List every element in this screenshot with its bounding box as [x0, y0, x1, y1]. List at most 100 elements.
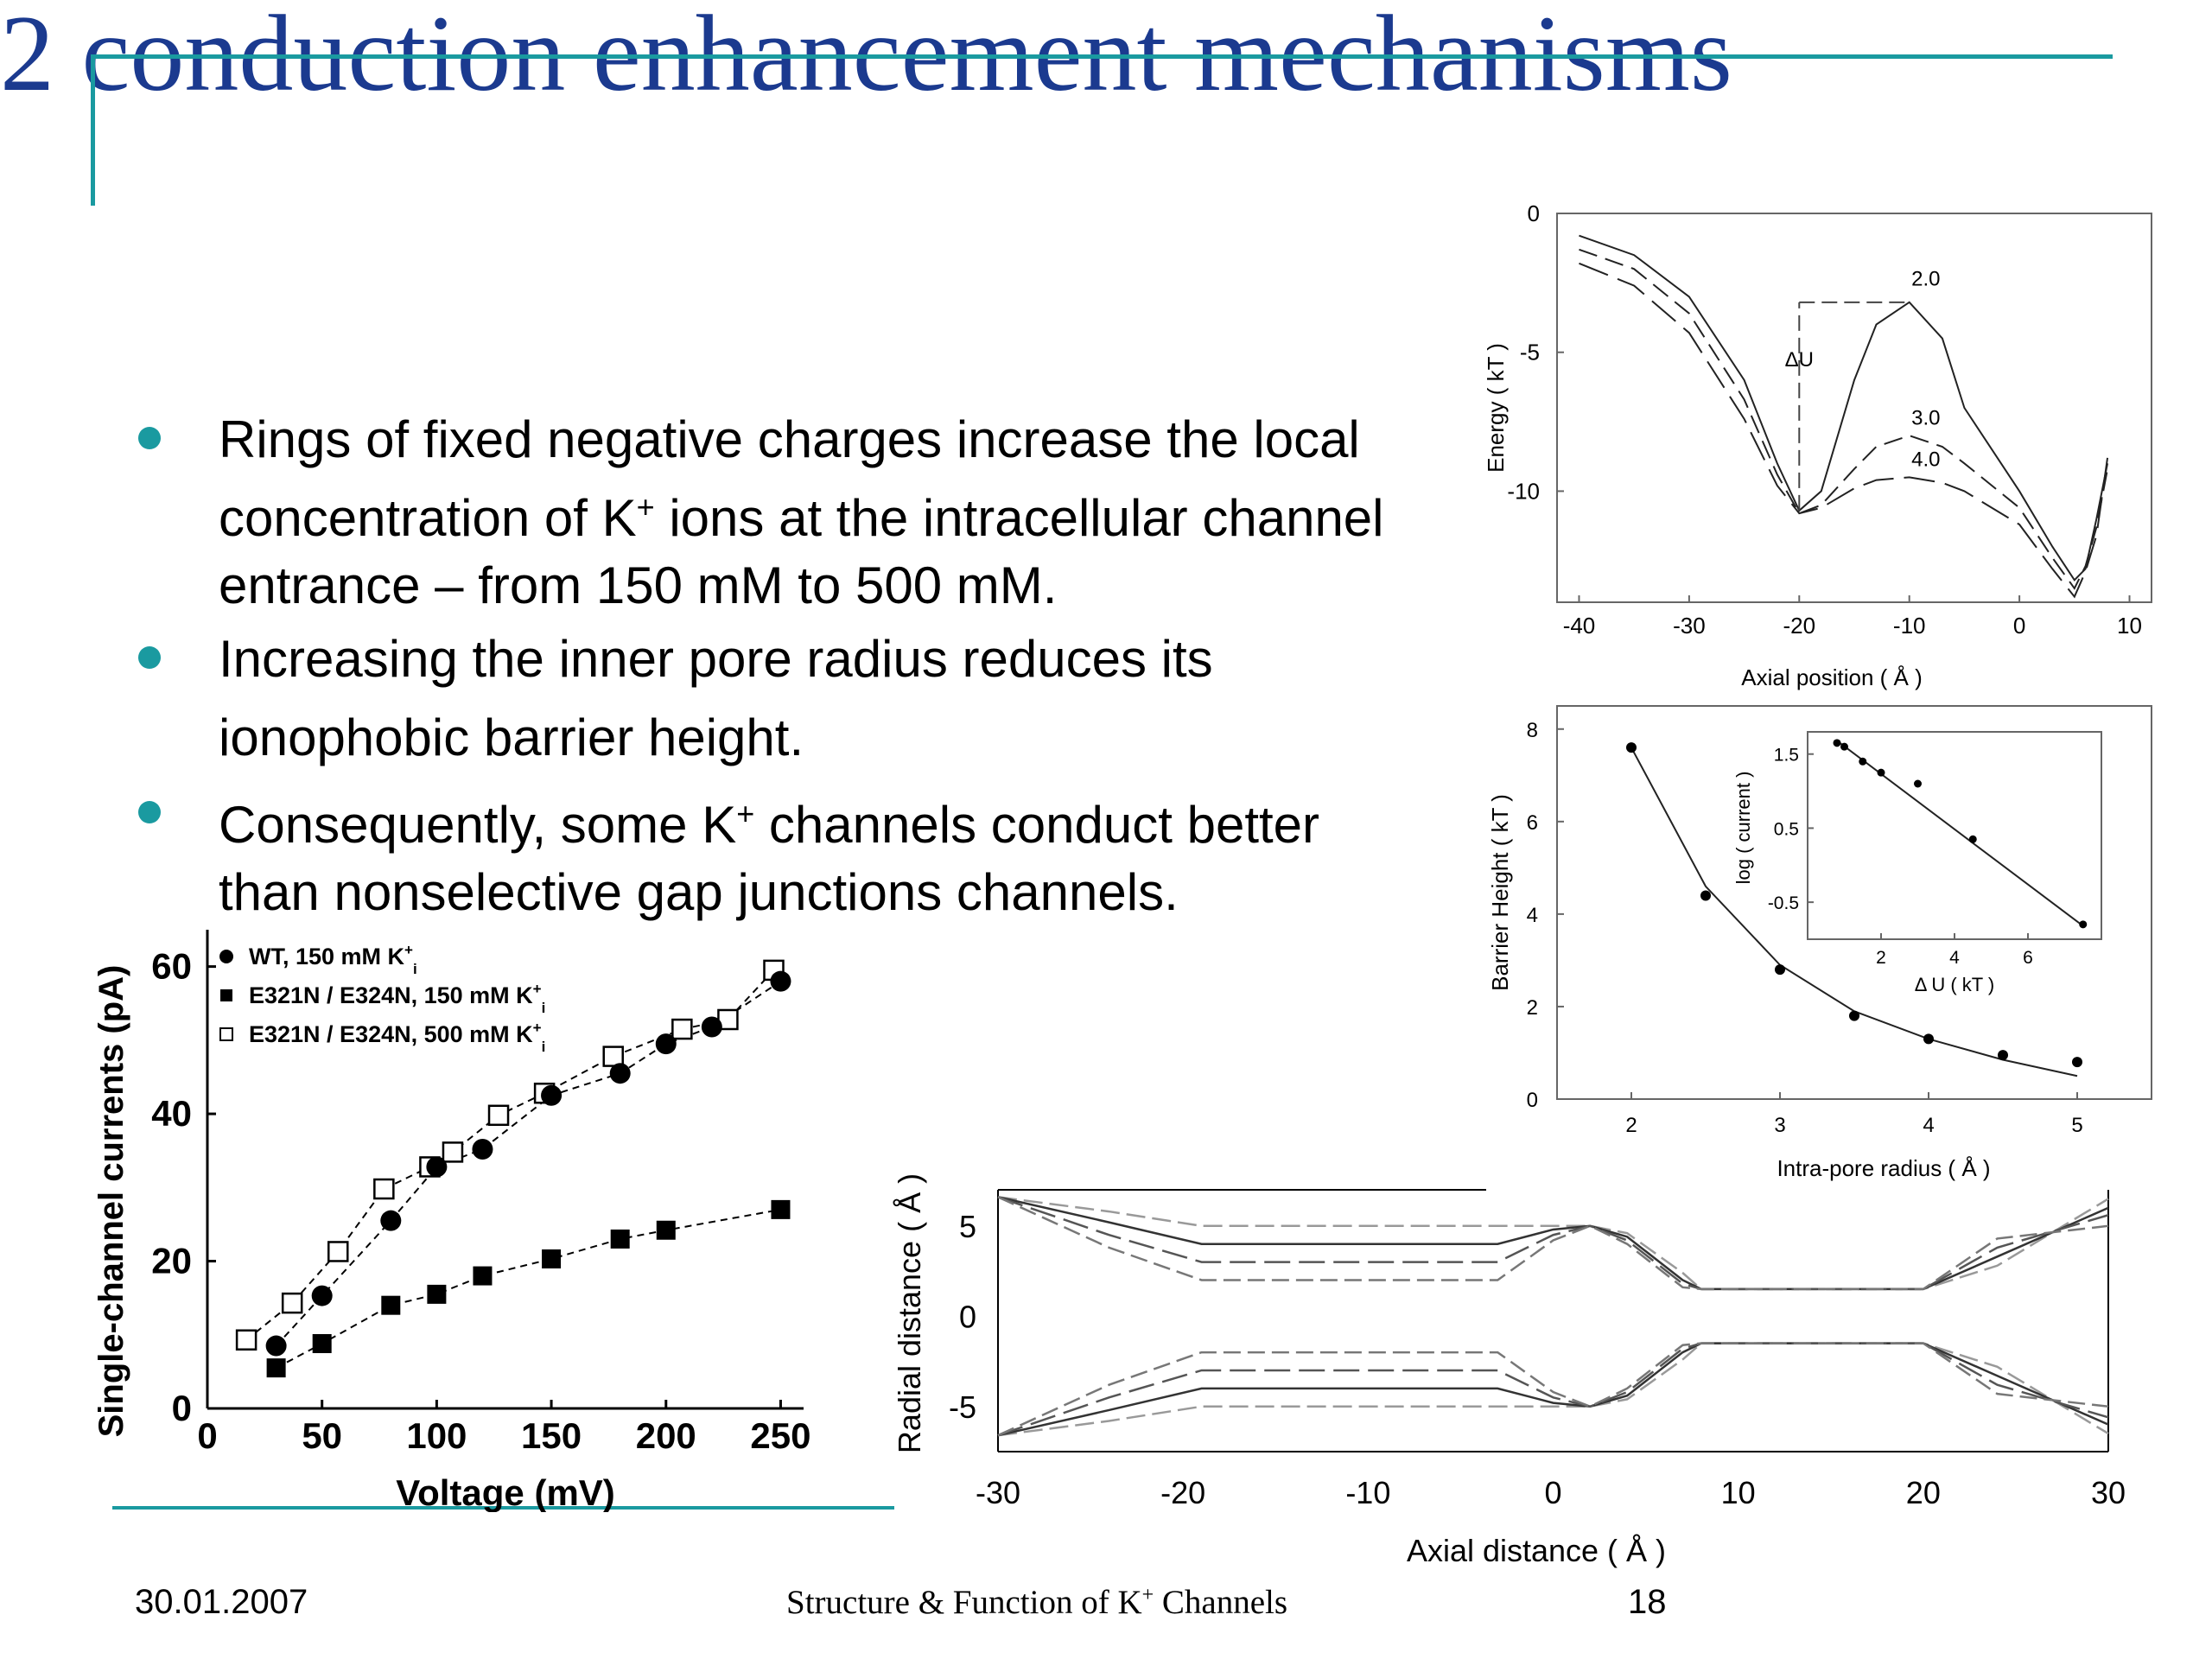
data-point-mut500: [373, 1178, 395, 1200]
radial-y-tick-label: 0: [959, 1299, 976, 1334]
currents-x-tick-label: 50: [302, 1415, 342, 1456]
legend-label-wt: WT, 150 mM K+i: [249, 942, 417, 977]
data-point-mut500: [281, 1292, 303, 1314]
energy-y-tick-label: -10: [1507, 478, 1540, 504]
inset-data-point: [1859, 757, 1867, 766]
inset-data-point: [2079, 920, 2088, 929]
radial-ylabel: Radial distance ( Å ): [892, 1173, 927, 1453]
footer-page-number: 18: [1628, 1583, 1667, 1621]
bullet-text: Consequently, some K+ channels conduct b…: [219, 796, 1320, 921]
data-point-wt: [609, 1063, 631, 1084]
footer-date: 30.01.2007: [135, 1583, 308, 1621]
legend-marker-wt: [219, 950, 233, 963]
data-point-wt: [541, 1084, 563, 1106]
data-point-mut150: [312, 1333, 332, 1353]
barrier-x-tick-label: 5: [2071, 1114, 2082, 1137]
radial-x-tick-label: -20: [1160, 1475, 1205, 1510]
inset-data-point: [1833, 739, 1841, 747]
data-point-mut500: [671, 1018, 693, 1040]
barrier-xlabel: Intra-pore radius ( Å ): [1777, 1155, 1990, 1181]
data-point-mut150: [266, 1358, 286, 1378]
energy-x-tick-label: 10: [2117, 613, 2142, 639]
barrier-data-point: [1849, 1010, 1859, 1021]
data-point-wt: [311, 1285, 333, 1306]
energy-chart: -40 -30 -20 -10 0 10 0 -5 -10 ΔU 2.0 3.0 4.0 Axial p…: [1483, 200, 2152, 690]
energy-plot-frame: [1556, 213, 2152, 603]
energy-y-tick-label: 0: [1528, 200, 1540, 226]
barrier-data-point: [2072, 1057, 2082, 1068]
radial-x-tick-label: 30: [2091, 1475, 2126, 1510]
barrier-data-point: [1775, 964, 1785, 976]
currents-x-tick-label: 0: [197, 1415, 217, 1456]
barrier-y-tick-label: 0: [1527, 1089, 1538, 1112]
energy-series-line-2: [1579, 262, 2109, 599]
currents-y-tick-label: 40: [151, 1093, 192, 1134]
data-point-mut150: [610, 1229, 630, 1249]
barrier-y-tick-label: 2: [1527, 996, 1538, 1020]
energy-series-line-0: [1579, 234, 2109, 582]
title-frame-top-line: [91, 54, 2113, 59]
delta-u-annotation: ΔU: [1785, 348, 1814, 372]
title-frame-left-line: [91, 54, 95, 206]
currents-chart: 0 50 100 150 200 250 0 20 40 60 WT, 150 mM K+i E3…: [92, 930, 811, 1512]
barrier-chart: 2 3 4 5 0 2 4 6 8 2 4 6 1.5 0.5 -0.5 Intra-pore radiu…: [1487, 705, 2152, 1181]
barrier-data-point: [1923, 1033, 1934, 1045]
energy-y-tick-label: -5: [1520, 340, 1540, 365]
radial-x-tick-label: 10: [1721, 1475, 1756, 1510]
inset-x-tick-label: 6: [2023, 948, 2033, 968]
currents-ylabel: Single-channel currents (pA): [92, 965, 130, 1438]
bullet-item-1: Rings of fixed negative charges increase…: [138, 406, 1417, 620]
legend-marker-mut150: [220, 989, 232, 1001]
inset-y-tick-label: 1.5: [1774, 746, 1799, 766]
energy-ylabel: Energy ( kT ): [1483, 343, 1509, 473]
currents-x-tick-label: 200: [636, 1415, 696, 1456]
inset-xlabel: Δ U ( kT ): [1915, 974, 1995, 995]
curve-label-4-0: 4.0: [1911, 448, 1940, 472]
data-point-mut150: [427, 1284, 447, 1304]
legend-marker-mut500: [219, 1027, 233, 1041]
currents-y-tick-label: 20: [151, 1241, 192, 1281]
radial-profile-lower-3: [997, 1342, 2109, 1437]
currents-x-tick-label: 150: [521, 1415, 582, 1456]
barrier-y-tick-label: 6: [1527, 811, 1538, 835]
data-point-wt: [655, 1033, 677, 1055]
data-point-mut150: [656, 1220, 676, 1240]
data-point-wt: [426, 1156, 448, 1178]
radial-xlabel: Axial distance ( Å ): [1407, 1533, 1666, 1568]
radial-y-tick-label: 5: [959, 1209, 976, 1244]
inset-data-point: [1968, 835, 1977, 843]
fit-line-wt: [275, 980, 782, 1347]
radial-profile-lower-0: [997, 1342, 2109, 1437]
radial-chart: -30 -20 -10 0 10 20 30 5 0 -5 Axial distance ( Å …: [892, 1173, 2126, 1568]
data-point-wt: [472, 1138, 493, 1160]
inset-data-point: [1877, 768, 1885, 777]
radial-y-tick-label: -5: [949, 1389, 976, 1425]
radial-x-tick-label: 20: [1906, 1475, 1941, 1510]
barrier-plot-frame: [1556, 705, 2152, 1100]
data-point-wt: [770, 970, 791, 992]
data-point-mut500: [235, 1329, 257, 1351]
data-point-mut150: [473, 1266, 493, 1286]
barrier-data-point: [1998, 1050, 2008, 1061]
bullet-text: Rings of fixed negative charges increase…: [219, 410, 1384, 614]
inset-data-point: [1914, 779, 1922, 788]
data-point-mut150: [381, 1295, 401, 1315]
currents-xlabel: Voltage (mV): [396, 1472, 615, 1512]
footer-title: Structure & Function of K+ Channels: [786, 1584, 1288, 1621]
barrier-y-tick-label: 4: [1527, 904, 1538, 927]
slide-title: 2 conduction enhancement mechanisms: [0, 0, 1732, 114]
legend-label-mut150: E321N / E324N, 150 mM K+i: [249, 981, 545, 1016]
radial-x-tick-label: -30: [976, 1475, 1020, 1510]
barrier-data-point: [1626, 742, 1637, 753]
energy-x-tick-label: 0: [2013, 613, 2025, 639]
radial-profile-upper-0: [997, 1196, 2109, 1291]
data-point-mut150: [771, 1199, 791, 1219]
bullet-dot-icon: [138, 646, 161, 669]
bullet-item-2: Increasing the inner pore radius reduces…: [138, 626, 1417, 772]
inset-data-point: [1840, 742, 1848, 751]
currents-legend: WT, 150 mM K+i E321N / E324N, 150 mM K+i…: [219, 942, 545, 1055]
barrier-x-tick-label: 2: [1625, 1114, 1637, 1137]
barrier-x-tick-label: 3: [1774, 1114, 1785, 1137]
radial-profile-lower-1: [997, 1342, 2109, 1437]
data-point-mut500: [487, 1104, 510, 1127]
